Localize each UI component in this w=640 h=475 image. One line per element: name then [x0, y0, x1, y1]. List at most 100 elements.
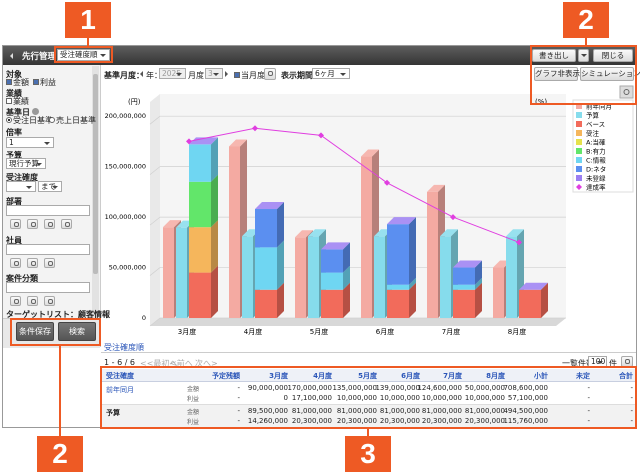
column-header: 6月度: [401, 372, 420, 380]
radio[interactable]: [6, 117, 12, 123]
hide-graph-button[interactable]: グラフ非表示: [534, 67, 580, 81]
connector: [87, 38, 89, 46]
bar-side: [277, 240, 284, 290]
option: 業績: [13, 97, 29, 106]
bar-side: [277, 202, 284, 248]
department-input[interactable]: [6, 205, 90, 216]
label: 予算: [6, 151, 22, 160]
bar-top: [387, 217, 416, 225]
y-tick-label: 0: [142, 314, 146, 322]
budget-select[interactable]: 現行予算: [6, 158, 46, 169]
floor: [150, 318, 566, 326]
legend-label: D:ネタ: [586, 165, 606, 174]
checkbox[interactable]: [33, 79, 39, 85]
first-link[interactable]: <<最初へ: [140, 359, 178, 368]
icon-button[interactable]: [27, 258, 38, 268]
close-button[interactable]: 閉じる: [593, 49, 633, 62]
bar-side: [211, 265, 218, 318]
category-input[interactable]: [6, 282, 90, 293]
icon-button[interactable]: [10, 258, 21, 268]
year-select[interactable]: 2025: [159, 68, 186, 79]
cell: -: [630, 384, 633, 392]
cell: 50,000,000: [464, 384, 505, 392]
settings-button[interactable]: [619, 85, 634, 99]
checkbox[interactable]: [234, 72, 240, 78]
label: 対象: [6, 70, 22, 79]
cell: -: [587, 384, 590, 392]
period-select[interactable]: 6ヶ月: [312, 68, 350, 79]
bar-top: [519, 282, 548, 290]
label: 業績: [6, 89, 22, 98]
bar: [255, 289, 277, 318]
sort-select[interactable]: 受注確度順: [57, 49, 110, 61]
probability-select[interactable]: [6, 181, 36, 192]
bar-side: [211, 220, 218, 273]
icon-button[interactable]: [44, 219, 55, 229]
checkbox[interactable]: [6, 98, 12, 104]
export-button[interactable]: 書き出し: [532, 49, 576, 62]
column-header: 小計: [534, 372, 548, 380]
next-month[interactable]: [225, 71, 231, 77]
icon-button[interactable]: [27, 219, 38, 229]
radio[interactable]: [49, 117, 55, 123]
checkbox[interactable]: [6, 79, 12, 85]
row-name[interactable]: 前年同月: [106, 386, 134, 394]
bar: [440, 236, 451, 318]
bar: [189, 181, 211, 228]
help-icon[interactable]: [32, 108, 39, 115]
cell: -: [237, 417, 240, 425]
cell: 708,600,000: [503, 384, 548, 392]
calendar-button[interactable]: [264, 68, 276, 80]
month-select[interactable]: 3: [205, 68, 223, 79]
bar-top: [506, 229, 524, 237]
save-button[interactable]: 条件保存: [16, 322, 54, 341]
cell: 17,100,000: [291, 394, 332, 402]
bar-side: [409, 217, 416, 285]
header-row: [101, 369, 636, 382]
icon-button[interactable]: [61, 219, 72, 229]
prev-month[interactable]: [137, 71, 143, 77]
label: 基準日: [6, 108, 30, 117]
cell: -: [237, 394, 240, 402]
cell: 10,000,000: [421, 394, 462, 402]
line-marker: [252, 125, 258, 132]
option: 売上日基準: [56, 116, 96, 125]
option: 利益: [40, 78, 56, 87]
simulation-button[interactable]: シミュレーション: [580, 67, 640, 81]
arrow: [581, 54, 587, 60]
cell: 20,300,000: [464, 417, 505, 425]
cell: -: [630, 417, 633, 425]
icon-button[interactable]: [10, 219, 21, 229]
column-header: 5月度: [358, 372, 377, 380]
icon-button[interactable]: [27, 296, 38, 306]
collapse-icon[interactable]: [7, 53, 13, 59]
scrollbar[interactable]: [92, 66, 99, 318]
label: 受注確度: [6, 173, 38, 182]
y-tick-label: 50,000,000: [109, 264, 146, 272]
line-marker: [186, 138, 192, 145]
icon-button[interactable]: [10, 296, 21, 306]
bar-side: [475, 260, 482, 285]
multiplier-select[interactable]: 1: [6, 137, 54, 148]
label: 社員: [6, 236, 22, 245]
cell: 81,000,000: [379, 407, 420, 415]
legend: [572, 99, 634, 193]
scroll-thumb[interactable]: [93, 74, 98, 274]
chart-link[interactable]: 受注確度順: [104, 343, 144, 352]
bar: [453, 289, 475, 318]
probability-until-select[interactable]: まで: [38, 181, 62, 192]
legend-marker: [576, 184, 582, 190]
icon-button[interactable]: [44, 296, 55, 306]
search-button[interactable]: 検索: [58, 322, 96, 341]
icon-button[interactable]: [44, 258, 55, 268]
prev-link[interactable]: <前へ: [170, 359, 193, 368]
employee-input[interactable]: [6, 244, 90, 255]
bar: [189, 144, 211, 182]
bar-top: [255, 202, 284, 210]
divider: [101, 352, 636, 353]
line-marker: [318, 132, 324, 139]
next-link[interactable]: 次へ>: [195, 359, 218, 368]
bar-side: [541, 282, 548, 318]
export-menu-button[interactable]: [578, 49, 589, 62]
sub-label: 利益: [187, 396, 200, 403]
